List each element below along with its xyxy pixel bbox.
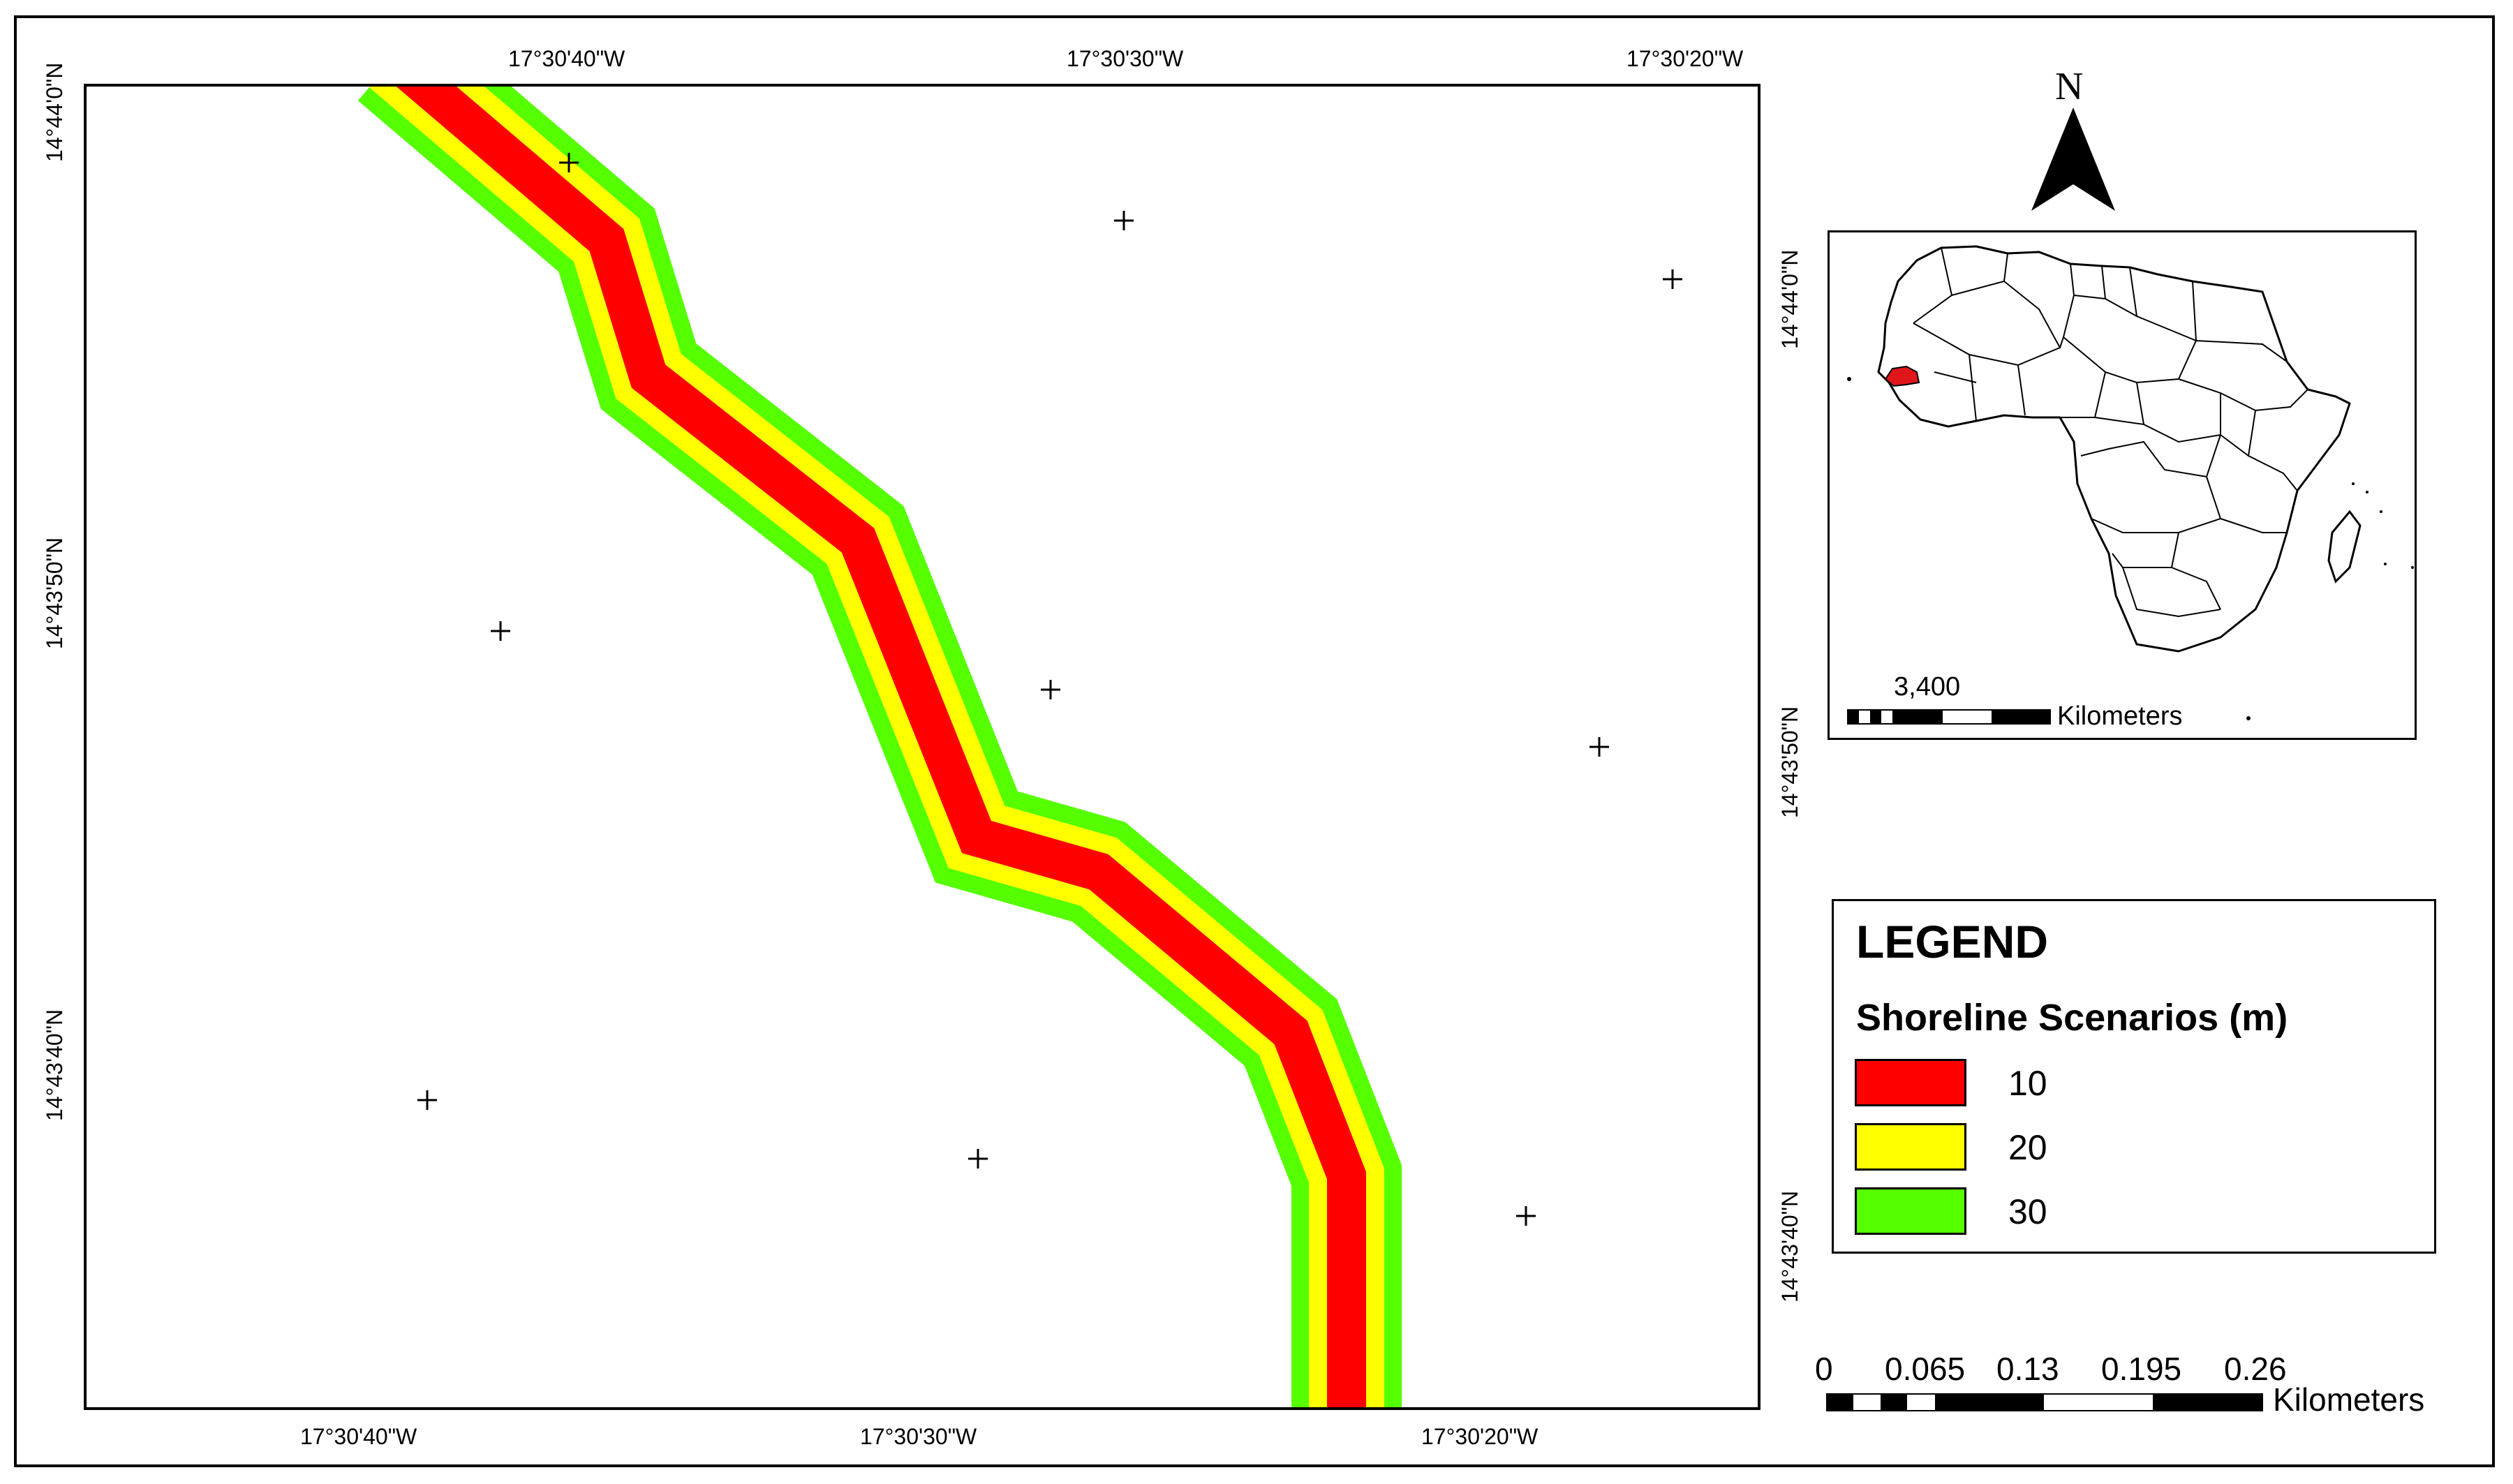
shoreline-buffer-map bbox=[357, 87, 1682, 1407]
north-arrow: N bbox=[2024, 64, 2122, 218]
right-lat-label-3: 14°43'40"N bbox=[1777, 1190, 1802, 1303]
inset-scale-bar bbox=[1847, 709, 2251, 725]
graticule-cross bbox=[1663, 269, 1682, 289]
island-dot bbox=[2352, 482, 2355, 485]
legend-title: LEGEND bbox=[1856, 916, 2049, 967]
north-arrow-icon bbox=[2031, 107, 2115, 211]
legend-item-10: 10 bbox=[1855, 1059, 2274, 1108]
graticule-cross bbox=[1041, 680, 1060, 699]
legend-subtitle: Shoreline Scenarios (m) bbox=[1856, 997, 2288, 1039]
graticule-cross bbox=[1114, 211, 1134, 230]
legend-label-20: 20 bbox=[2008, 1128, 2047, 1167]
scale-tick-0: 0 bbox=[1815, 1351, 1833, 1387]
island-dot bbox=[2411, 566, 2414, 569]
bottom-lon-label-1: 17°30'40"W bbox=[300, 1424, 417, 1449]
top-lon-label-1: 17°30'40"W bbox=[508, 46, 625, 71]
island-dot bbox=[1847, 377, 1851, 381]
inset-scale-unit: Kilometers bbox=[2057, 702, 2183, 731]
graticule-cross bbox=[968, 1149, 988, 1168]
legend-label-30: 30 bbox=[2008, 1192, 2047, 1231]
bottom-lon-label-3: 17°30'20"W bbox=[1421, 1424, 1539, 1449]
africa-outline bbox=[1847, 245, 2414, 725]
shoreline-buffer-20m bbox=[369, 87, 1384, 1407]
legend-swatch-10 bbox=[1855, 1059, 1966, 1106]
north-label: N bbox=[2055, 65, 2084, 108]
scale-tick-026: 0.26 bbox=[2224, 1351, 2287, 1387]
scale-tick-0065: 0.065 bbox=[1885, 1351, 1966, 1387]
graticule-cross bbox=[417, 1090, 437, 1110]
top-lon-label-2: 17°30'30"W bbox=[1067, 46, 1184, 71]
country-borders bbox=[1913, 247, 2308, 618]
senegal-highlight bbox=[1884, 365, 1920, 387]
graticule-cross bbox=[1516, 1206, 1536, 1226]
top-lon-label-3: 17°30'20"W bbox=[1626, 46, 1744, 71]
graticule-cross bbox=[491, 621, 510, 641]
graticule-cross bbox=[1589, 737, 1609, 757]
main-map[interactable] bbox=[84, 84, 1760, 1410]
scale-tick-013: 0.13 bbox=[1996, 1351, 2059, 1387]
legend-label-10: 10 bbox=[2008, 1064, 2047, 1103]
inset-scale-value: 3,400 bbox=[1894, 672, 1961, 702]
legend: LEGEND Shoreline Scenarios (m) 10 20 30 bbox=[1832, 899, 2436, 1254]
left-lat-label-1: 14°44'0"N bbox=[42, 62, 67, 162]
legend-item-20: 20 bbox=[1855, 1123, 2274, 1172]
right-lat-label-1: 14°44'0"N bbox=[1777, 249, 1802, 349]
graticule-cross bbox=[559, 153, 579, 172]
africa-continent-shape bbox=[1877, 245, 2351, 653]
legend-swatch-20 bbox=[1855, 1123, 1966, 1171]
bottom-lon-label-2: 17°30'30"W bbox=[860, 1424, 977, 1449]
scale-unit: Kilometers bbox=[2273, 1381, 2425, 1418]
island-dot bbox=[2384, 563, 2387, 565]
shoreline-buffer-30m bbox=[357, 87, 1402, 1407]
island-dot bbox=[2366, 491, 2369, 494]
scale-bar-graphic bbox=[1826, 1393, 2263, 1411]
madagascar-island bbox=[2327, 510, 2362, 584]
map-layout-frame bbox=[14, 15, 2495, 1467]
shoreline-buffer-10m bbox=[396, 87, 1366, 1407]
island-dot bbox=[2380, 510, 2382, 513]
legend-item-30: 30 bbox=[1855, 1187, 2274, 1236]
left-lat-label-3: 14°43'40"N bbox=[42, 1009, 67, 1121]
inset-locator-map: 3,400 Kilometers bbox=[1828, 230, 2417, 740]
scale-tick-0195: 0.195 bbox=[2101, 1351, 2182, 1387]
right-lat-label-2: 14°43'50"N bbox=[1777, 706, 1802, 818]
left-lat-label-2: 14°43'50"N bbox=[42, 537, 67, 649]
legend-swatch-30 bbox=[1855, 1187, 1966, 1235]
